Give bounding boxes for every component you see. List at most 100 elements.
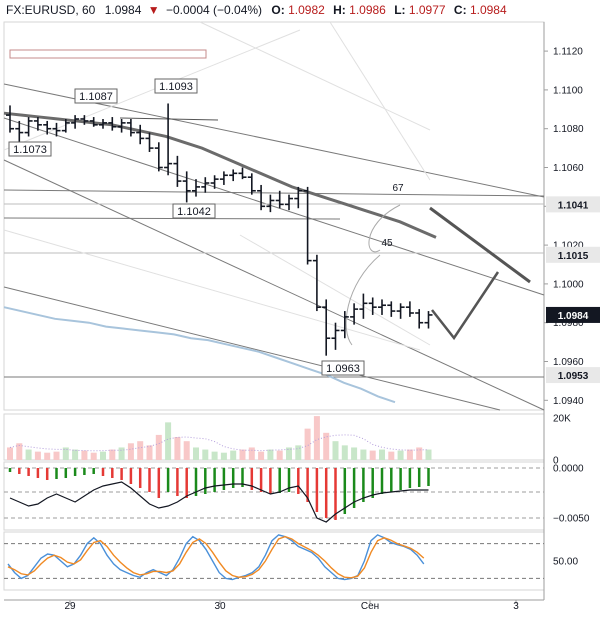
stoch-tick-label: 50.00 [553, 557, 578, 568]
ohlc-bar [6, 105, 14, 133]
svg-text:1.1042: 1.1042 [177, 206, 211, 218]
price-tag: 1.0953 [546, 367, 600, 384]
ohlc-bar [396, 303, 405, 319]
volume-bar [137, 441, 144, 460]
svg-text:1.0963: 1.0963 [326, 363, 360, 375]
trend-line-12 [329, 21, 431, 181]
volume-bar [44, 452, 51, 460]
price-callout: 1.1073 [8, 141, 52, 157]
ohlc-bar [331, 322, 340, 350]
volume-bar [332, 441, 339, 460]
x-tick-label: 30 [214, 601, 226, 612]
ohlc-bar [99, 119, 107, 129]
trend-line-9 [3, 29, 301, 151]
arc-67 [368, 204, 401, 253]
volume-bar [351, 447, 358, 460]
y-tick-label: 1.1120 [553, 47, 583, 58]
price-callout: 1.1093 [154, 78, 198, 94]
trend-line-2 [3, 159, 545, 411]
macd-tick-label: −0.0050 [553, 514, 590, 525]
ohlc-bar [182, 171, 191, 203]
trend-line-13 [239, 234, 431, 346]
pane-frame-0 [3, 21, 545, 411]
ohlc-bar [424, 311, 433, 329]
arc-45 [345, 254, 381, 346]
high-label: H: [333, 3, 346, 17]
volume-bar [127, 443, 134, 460]
level-annotation: 67 [392, 183, 404, 194]
low-label: L: [394, 3, 405, 17]
ohlc-bar [415, 309, 424, 329]
volume-bar [118, 447, 125, 460]
ohlc-bar [15, 120, 24, 143]
ohlc-bar [136, 124, 145, 145]
volume-bar [313, 416, 320, 460]
price-callout: 1.1042 [172, 203, 216, 219]
svg-text:1.1015: 1.1015 [558, 251, 589, 262]
y-tick-label: 1.0940 [553, 396, 584, 407]
volume-bar [286, 447, 292, 460]
level-annotation: 45 [381, 238, 393, 249]
volume-bar [360, 449, 367, 460]
macd-tick-label: 0.0000 [553, 464, 584, 475]
ohlc-bar [294, 186, 303, 209]
price-tag: 1.0984 [546, 306, 600, 323]
volume-tick-label: 0 [553, 456, 559, 467]
y-tick-label: 1.1080 [553, 124, 584, 135]
volume-bar [220, 452, 227, 460]
trend-line-5 [3, 286, 501, 411]
trend-line-10 [3, 229, 421, 351]
ohlc-bar [322, 299, 331, 356]
ohlc-bar [71, 115, 80, 129]
open-label: O: [271, 3, 284, 17]
ohlc-bar [173, 155, 182, 187]
volume-bar [72, 449, 79, 460]
ohlc-bar [210, 175, 219, 189]
ohlc-bar [192, 179, 200, 197]
volume-bar [62, 447, 69, 460]
down-arrow-icon: ▼ [148, 3, 160, 17]
ohlc-bar [52, 122, 61, 137]
svg-text:1.1093: 1.1093 [159, 81, 193, 93]
ohlc-bar [145, 132, 154, 152]
trend-line-11 [199, 21, 431, 131]
trend-line-1 [3, 117, 545, 296]
volume-bar [388, 451, 395, 460]
y-tick-label: 1.1000 [553, 279, 584, 290]
trend-line-4 [3, 217, 341, 220]
volume-bar [25, 449, 32, 460]
ohlc-bar [61, 119, 70, 133]
sma-slow-line [3, 306, 396, 404]
price-callout: 1.1087 [74, 88, 118, 104]
sma-fast-line [3, 111, 437, 239]
volume-bar [239, 449, 246, 460]
price-change: −0.0004 (−0.04%) [166, 3, 262, 17]
volume-bar [81, 450, 88, 460]
volume-bar [202, 449, 209, 460]
ohlc-bar [359, 293, 368, 319]
ohlc-bar [154, 142, 163, 172]
volume-bar [267, 449, 274, 460]
volume-bar [379, 449, 385, 460]
volume-bar [323, 432, 330, 460]
volume-bar [248, 447, 255, 460]
y-tick-label: 1.0960 [553, 357, 584, 368]
ohlc-bar [350, 303, 359, 325]
symbol-label: FX:EURUSD, 60 [6, 3, 96, 17]
ohlc-bar [303, 186, 312, 265]
close-label: C: [454, 3, 467, 17]
ohlc-bar [340, 311, 349, 339]
ohlc-bar [238, 167, 247, 180]
volume-bar [425, 449, 432, 460]
ohlc-bar [312, 254, 321, 312]
svg-text:1.0984: 1.0984 [558, 311, 589, 322]
volume-bar [100, 451, 106, 460]
ohlc-bar [229, 169, 238, 182]
volume-bar [109, 449, 116, 460]
stoch-d-line [7, 535, 425, 579]
ref-line [119, 117, 219, 121]
ohlc-bar [33, 117, 42, 131]
svg-text:1.1087: 1.1087 [79, 91, 113, 103]
volume-bar [341, 445, 348, 460]
